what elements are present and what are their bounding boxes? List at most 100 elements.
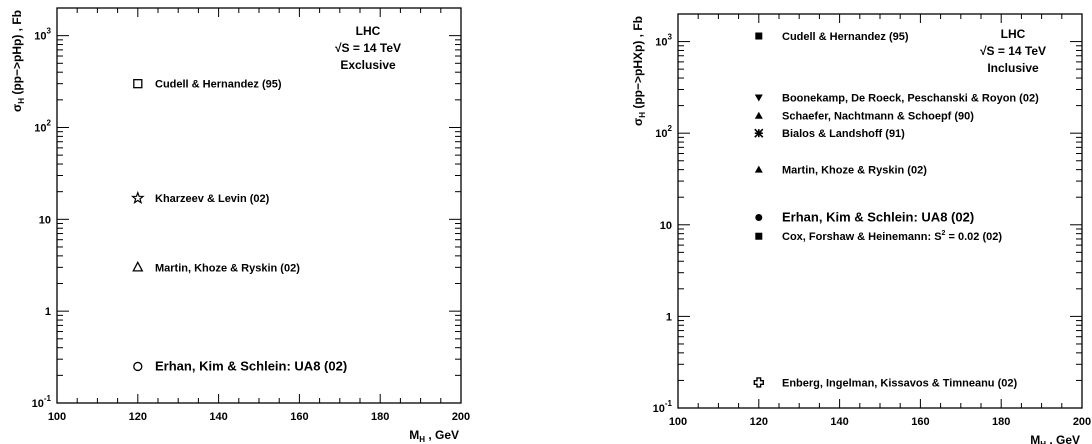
y-tick-exponent: 2 xyxy=(47,118,52,127)
x-tick-label: 180 xyxy=(992,416,1010,428)
info-text: √S = 14 TeV xyxy=(335,41,401,55)
data-point: Cox, Forshaw & Heinemann: S2 = 0.02 (02) xyxy=(755,230,1002,243)
data-point: Martin, Khoze & Ryskin (02) xyxy=(754,165,927,177)
x-tick-label: 140 xyxy=(830,416,848,428)
point-label: Martin, Khoze & Ryskin (02) xyxy=(782,165,927,177)
marker-filled-square xyxy=(755,232,763,240)
info-text: √S = 14 TeV xyxy=(980,44,1046,58)
x-tick-label: 120 xyxy=(750,416,768,428)
point-label: Martin, Khoze & Ryskin (02) xyxy=(155,262,300,274)
y-tick-exponent: 2 xyxy=(668,124,673,133)
y-tick-base: 10 xyxy=(655,37,667,49)
y-tick-base: 1 xyxy=(666,311,672,323)
info-text: Inclusive xyxy=(987,61,1039,75)
point-label: Cudell & Hernandez (95) xyxy=(782,31,909,43)
point-label-sup: 2 xyxy=(942,230,946,237)
y-tick-label: 1 xyxy=(45,306,51,318)
x-axis-title-sub: H xyxy=(1040,440,1046,444)
y-tick-base: 10 xyxy=(34,122,46,134)
x-axis-title: MH , GeV xyxy=(409,428,459,444)
x-axis-title-main: M xyxy=(409,428,419,442)
y-tick-label: 103 xyxy=(34,27,51,43)
y-tick-label: 10 xyxy=(39,214,51,226)
marker-filled-circle xyxy=(755,214,763,222)
marker-open-triangle xyxy=(132,260,144,272)
marker-filled-triangle xyxy=(754,165,763,173)
y-tick-exponent: -1 xyxy=(665,399,673,408)
y-tick-exponent: -1 xyxy=(44,394,52,403)
point-label: Schaefer, Nachtmann & Schoepf (90) xyxy=(782,111,974,123)
y-axis-title: σH (pp−>pHXp) , Fb xyxy=(631,16,647,126)
y-tick-base: 10 xyxy=(655,128,667,140)
y-axis-title-sub: H xyxy=(638,112,647,118)
y-axis-title-sub: H xyxy=(17,98,26,104)
marker-filled-triangle xyxy=(754,111,763,119)
point-label-text: Erhan, Kim & Schlein: UA8 (02) xyxy=(155,358,347,373)
point-label-text: Cox, Forshaw & Heinemann: S xyxy=(782,231,942,243)
marker-open-cross xyxy=(753,377,764,388)
x-axis-title-sub: H xyxy=(419,435,425,444)
info-text: LHC xyxy=(356,24,381,38)
marker-filled-square xyxy=(755,32,763,40)
x-tick-label: 140 xyxy=(209,411,227,423)
point-label: Cox, Forshaw & Heinemann: S2 = 0.02 (02) xyxy=(782,230,1002,243)
data-point: Cudell & Hernandez (95) xyxy=(755,31,909,43)
y-tick-base: 10 xyxy=(653,403,665,415)
x-tick-label: 120 xyxy=(129,411,147,423)
y-tick-base: 1 xyxy=(45,306,51,318)
x-axis-title-rest: , GeV xyxy=(1046,433,1080,444)
y-axis-title-sigma: σ xyxy=(631,118,645,126)
x-axis-title: MH , GeV xyxy=(1030,433,1080,444)
data-point: Cudell & Hernandez (95) xyxy=(133,79,282,91)
y-tick-base: 10 xyxy=(660,220,672,232)
point-label-text: Boonekamp, De Roeck, Peschanski & Royon … xyxy=(782,93,1039,105)
x-tick-label: 160 xyxy=(290,411,308,423)
data-point: Bialos & Landshoff (91) xyxy=(754,128,905,140)
point-label-text: Enberg, Ingelman, Kissavos & Timneanu (0… xyxy=(782,377,1017,389)
y-tick-label: 1 xyxy=(666,311,672,323)
data-point: Erhan, Kim & Schlein: UA8 (02) xyxy=(755,210,974,225)
y-tick-base: 10 xyxy=(39,214,51,226)
point-label: Erhan, Kim & Schlein: UA8 (02) xyxy=(782,210,974,225)
point-label: Erhan, Kim & Schlein: UA8 (02) xyxy=(155,358,347,373)
plot-frame xyxy=(56,7,462,404)
y-tick-exponent: 3 xyxy=(668,33,673,42)
x-tick-label: 200 xyxy=(452,411,470,423)
y-tick-label: 103 xyxy=(655,33,672,49)
point-label: Bialos & Landshoff (91) xyxy=(782,128,905,140)
x-tick-label: 180 xyxy=(371,411,389,423)
marker-open-square xyxy=(133,79,143,89)
y-tick-label: 10 xyxy=(660,220,672,232)
y-tick-exponent: 3 xyxy=(47,27,52,36)
point-label-text: Erhan, Kim & Schlein: UA8 (02) xyxy=(782,210,974,225)
point-label-text: Cudell & Hernandez (95) xyxy=(155,79,282,91)
point-label-text: Bialos & Landshoff (91) xyxy=(782,128,905,140)
data-point: Enberg, Ingelman, Kissavos & Timneanu (0… xyxy=(753,377,1017,389)
marker-open-circle xyxy=(133,361,143,372)
x-tick-label: 160 xyxy=(911,416,929,428)
y-axis-title-sigma: σ xyxy=(10,104,24,112)
point-label: Boonekamp, De Roeck, Peschanski & Royon … xyxy=(782,93,1039,105)
y-tick-label: 10-1 xyxy=(653,399,673,415)
marker-open-star xyxy=(130,190,145,205)
point-label-text: Kharzeev & Levin (02) xyxy=(155,193,270,205)
y-tick-base: 10 xyxy=(32,398,44,410)
y-tick-label: 102 xyxy=(655,124,672,140)
y-tick-label: 102 xyxy=(34,118,51,134)
point-label-text: Cudell & Hernandez (95) xyxy=(782,31,909,43)
x-axis-title-rest: , GeV xyxy=(425,428,459,442)
point-label: Enberg, Ingelman, Kissavos & Timneanu (0… xyxy=(782,377,1017,389)
y-axis-title-rest: (pp−>pHp) , Fb xyxy=(10,10,24,98)
y-tick-label: 10-1 xyxy=(32,394,52,410)
data-point: Kharzeev & Levin (02) xyxy=(130,190,270,205)
y-axis-title-rest: (pp−>pHXp) , Fb xyxy=(631,16,645,112)
x-tick-label: 100 xyxy=(48,411,66,423)
marker-filled-down-triangle xyxy=(754,94,763,102)
info-text: Exclusive xyxy=(340,58,396,72)
data-point: Erhan, Kim & Schlein: UA8 (02) xyxy=(133,358,347,373)
point-label-text: Schaefer, Nachtmann & Schoepf (90) xyxy=(782,111,974,123)
point-label: Kharzeev & Levin (02) xyxy=(155,193,270,205)
x-axis-title-main: M xyxy=(1030,433,1040,444)
